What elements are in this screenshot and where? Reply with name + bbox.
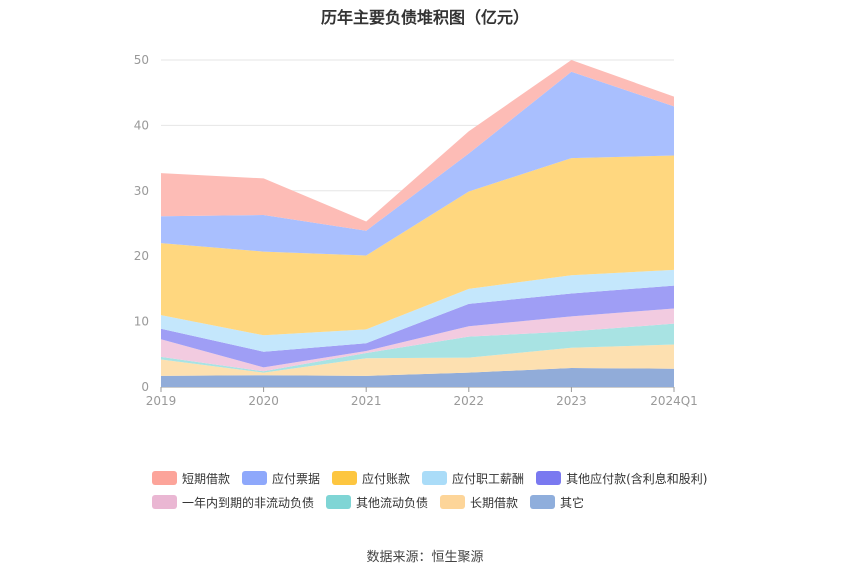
legend-item[interactable]: 长期借款 [440, 494, 518, 510]
legend-item[interactable]: 短期借款 [152, 470, 230, 486]
legend-swatch [536, 471, 562, 485]
legend-item[interactable]: 其它 [530, 494, 584, 510]
chart-title: 历年主要负债堆积图（亿元） [320, 8, 529, 27]
legend-item[interactable]: 应付账款 [332, 470, 410, 486]
legend-swatch [530, 495, 556, 509]
legend-item[interactable]: 其他应付款(含利息和股利) [536, 470, 707, 486]
x-tick-label: 2022 [454, 394, 485, 408]
area-series-4 [161, 285, 674, 368]
legend-label: 其它 [560, 495, 585, 510]
y-tick-label: 10 [134, 315, 149, 329]
x-tick-label: 2023 [556, 394, 587, 408]
legend-label: 一年内到期的非流动负债 [182, 495, 315, 510]
legend-swatch [152, 471, 177, 485]
x-tick-label: 2020 [248, 394, 279, 408]
legend-item[interactable]: 其他流动负债 [326, 494, 428, 510]
area-series-2 [161, 323, 674, 373]
legend-label: 短期借款 [182, 471, 231, 486]
legend-row-2: 一年内到期的非流动负债 其他流动负债 长期借款 其它 [152, 494, 732, 518]
legend-label: 应付票据 [272, 471, 321, 486]
y-tick-label: 20 [134, 249, 149, 263]
x-tick-label: 2021 [351, 394, 382, 408]
x-tick-label: 2024Q1 [650, 394, 698, 408]
area-series-6 [161, 155, 674, 336]
legend-item[interactable]: 应付票据 [242, 470, 320, 486]
legend-label: 其他应付款(含利息和股利) [566, 471, 708, 486]
x-tick-label: 2019 [146, 394, 177, 408]
legend-row-1: 短期借款 应付票据 应付账款 应付职工薪酬 其他应付款(含利息和股利) [152, 470, 732, 494]
legend-swatch [242, 471, 268, 485]
legend-label: 长期借款 [470, 495, 519, 510]
legend-swatch [422, 471, 448, 485]
area-series-8 [161, 60, 674, 231]
area-series-3 [161, 308, 674, 372]
y-tick-label: 40 [134, 118, 149, 132]
legend-label: 应付职工薪酬 [452, 471, 525, 486]
area-series-1 [161, 344, 674, 376]
legend-item[interactable]: 一年内到期的非流动负债 [152, 494, 314, 510]
legend-label: 其他流动负债 [356, 495, 429, 510]
y-tick-label: 50 [134, 53, 149, 67]
legend-swatch [440, 495, 466, 509]
legend-swatch [332, 471, 358, 485]
data-source: 数据来源：恒生聚源 [366, 550, 484, 565]
y-tick-label: 0 [141, 380, 149, 394]
legend-label: 应付账款 [362, 471, 411, 486]
legend-swatch [152, 495, 177, 509]
area-series-7 [161, 71, 674, 256]
area-series-0 [161, 368, 674, 387]
legend-swatch [326, 495, 352, 509]
y-tick-label: 30 [134, 184, 149, 198]
legend: 短期借款 应付票据 应付账款 应付职工薪酬 其他应付款(含利息和股利) 一年内到期的非流… [152, 470, 732, 518]
legend-item[interactable]: 应付职工薪酬 [422, 470, 524, 486]
area-series-5 [161, 269, 674, 352]
